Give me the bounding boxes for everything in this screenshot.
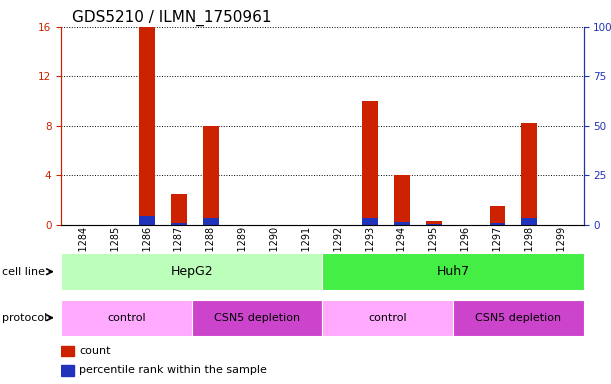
Bar <box>139 216 155 225</box>
Text: percentile rank within the sample: percentile rank within the sample <box>79 365 267 375</box>
Text: GDS5210 / ILMN_1750961: GDS5210 / ILMN_1750961 <box>71 9 271 25</box>
Bar <box>61 346 74 356</box>
Text: control: control <box>368 313 407 323</box>
Bar <box>521 123 537 225</box>
Bar <box>426 221 442 225</box>
Bar <box>394 222 410 225</box>
Bar <box>323 253 584 290</box>
Text: control: control <box>107 313 145 323</box>
Text: cell line: cell line <box>2 266 45 277</box>
Text: CSN5 depletion: CSN5 depletion <box>214 313 300 323</box>
Text: CSN5 depletion: CSN5 depletion <box>475 313 562 323</box>
Bar <box>362 218 378 225</box>
Bar <box>521 218 537 225</box>
Text: HepG2: HepG2 <box>170 265 213 278</box>
Bar <box>61 300 192 336</box>
Text: protocol: protocol <box>2 313 47 323</box>
Bar <box>203 218 219 225</box>
Bar <box>426 223 442 225</box>
Bar <box>453 300 584 336</box>
Bar <box>394 175 410 225</box>
Bar <box>61 253 323 290</box>
Bar <box>61 365 74 376</box>
Bar <box>139 27 155 225</box>
Bar <box>192 300 323 336</box>
Bar <box>171 194 187 225</box>
Bar <box>489 223 505 225</box>
Bar <box>171 223 187 225</box>
Bar <box>323 300 453 336</box>
Bar <box>362 101 378 225</box>
Text: count: count <box>79 346 111 356</box>
Text: Huh7: Huh7 <box>436 265 469 278</box>
Bar <box>203 126 219 225</box>
Bar <box>489 206 505 225</box>
